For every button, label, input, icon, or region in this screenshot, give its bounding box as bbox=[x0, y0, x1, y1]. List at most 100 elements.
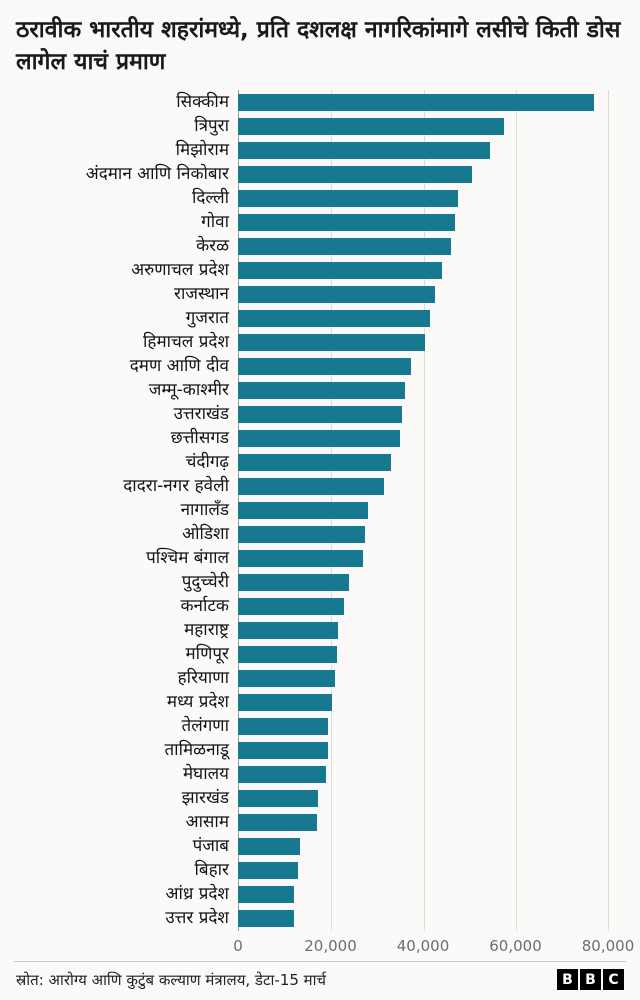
bar-label: आसाम bbox=[185, 812, 229, 833]
bar bbox=[238, 718, 329, 736]
bar-track bbox=[238, 814, 608, 832]
bar bbox=[238, 189, 458, 207]
gridline bbox=[423, 90, 425, 931]
bar-row: मिझोराम bbox=[14, 138, 626, 162]
bar bbox=[238, 526, 366, 544]
bar bbox=[238, 406, 403, 424]
bar-row: छत्तीसगड bbox=[14, 427, 626, 451]
bar-row: राजस्थान bbox=[14, 283, 626, 307]
bar-track bbox=[238, 189, 608, 207]
bar-track bbox=[238, 742, 608, 760]
bar-track bbox=[238, 790, 608, 808]
bbc-logo: B B C bbox=[557, 969, 624, 990]
chart-title: ठरावीक भारतीय शहरांमध्ये, प्रति दशलक्ष न… bbox=[16, 17, 621, 76]
bar bbox=[238, 766, 326, 784]
x-axis-ticks: 0 20,000 40,000 60,000 80,000 bbox=[233, 931, 634, 957]
bar-track bbox=[238, 622, 608, 640]
bar-row: हरियाणा bbox=[14, 667, 626, 691]
bar-track bbox=[238, 550, 608, 568]
bar bbox=[238, 117, 504, 135]
bar-row: उत्तराखंड bbox=[14, 403, 626, 427]
bar-label: हिमाचल प्रदेश bbox=[143, 332, 229, 353]
bar-row: गुजरात bbox=[14, 307, 626, 331]
plot-area: सिक्कीम त्रिपुरा मिझोराम अंदमान आणि निकोबार… bbox=[14, 90, 626, 931]
bar bbox=[238, 694, 332, 712]
bar-track bbox=[238, 574, 608, 592]
bar-row: पंजाब bbox=[14, 835, 626, 859]
bar-label: उत्तराखंड bbox=[173, 404, 229, 425]
bar-row: कर्नाटक bbox=[14, 595, 626, 619]
bar-track bbox=[238, 213, 608, 231]
bar bbox=[238, 838, 301, 856]
bbc-logo-letter: B bbox=[557, 969, 578, 990]
bar-track bbox=[238, 646, 608, 664]
bar-track bbox=[238, 526, 608, 544]
bar bbox=[238, 742, 328, 760]
x-tick-label: 20,000 bbox=[304, 937, 357, 955]
bar-row: झारखंड bbox=[14, 787, 626, 811]
gridline bbox=[515, 90, 517, 931]
bar-track bbox=[238, 838, 608, 856]
bar-track bbox=[238, 478, 608, 496]
bar-track bbox=[238, 310, 608, 328]
bar-track bbox=[238, 358, 608, 376]
bar-track bbox=[238, 261, 608, 279]
bbc-logo-letter: C bbox=[603, 969, 624, 990]
bar bbox=[238, 310, 430, 328]
bar bbox=[238, 598, 345, 616]
bar-label: त्रिपुरा bbox=[194, 115, 229, 136]
bar-label: जम्मू-काश्मीर bbox=[148, 380, 229, 401]
bar-row: आसाम bbox=[14, 811, 626, 835]
bar bbox=[238, 886, 295, 904]
bar-row: मध्य प्रदेश bbox=[14, 691, 626, 715]
bar bbox=[238, 622, 339, 640]
bar-label: मिझोराम bbox=[175, 139, 229, 160]
bar bbox=[238, 141, 491, 159]
bar bbox=[238, 454, 391, 472]
gridline bbox=[608, 90, 609, 931]
bar-label: महाराष्ट्र bbox=[184, 620, 229, 641]
x-tick-label: 0 bbox=[233, 937, 243, 955]
bar bbox=[238, 334, 426, 352]
bar-row: पश्चिम बंगाल bbox=[14, 547, 626, 571]
bar bbox=[238, 550, 363, 568]
bar bbox=[238, 790, 318, 808]
bar bbox=[238, 382, 405, 400]
bar-track bbox=[238, 165, 608, 183]
footer: स्रोत: आरोग्य आणि कुटुंब कल्याण मंत्रालय… bbox=[14, 961, 626, 1000]
bar-track bbox=[238, 766, 608, 784]
bar-label: ओडिशा bbox=[182, 524, 229, 545]
bar-label: गोवा bbox=[201, 211, 229, 232]
bar-track bbox=[238, 141, 608, 159]
bar bbox=[238, 910, 294, 928]
bar-row: गोवा bbox=[14, 210, 626, 234]
bar-label: नागालँड bbox=[180, 500, 229, 521]
bar-label: दिल्ली bbox=[191, 187, 229, 208]
bar-row: त्रिपुरा bbox=[14, 114, 626, 138]
bar-track bbox=[238, 598, 608, 616]
bar-row: नागालँड bbox=[14, 499, 626, 523]
bar-track bbox=[238, 670, 608, 688]
bar-label: सिक्कीम bbox=[176, 91, 229, 112]
bar-row: महाराष्ट्र bbox=[14, 619, 626, 643]
bar-row: अंदमान आणि निकोबार bbox=[14, 162, 626, 186]
bar-track bbox=[238, 117, 608, 135]
bar-label: गुजरात bbox=[185, 308, 229, 329]
bar bbox=[238, 237, 451, 255]
bar bbox=[238, 646, 337, 664]
bar-chart: सिक्कीम त्रिपुरा मिझोराम अंदमान आणि निकोबार… bbox=[14, 84, 634, 957]
bar-label: केरळ bbox=[196, 235, 229, 256]
bar-label: पश्चिम बंगाल bbox=[146, 548, 229, 569]
x-tick-label: 80,000 bbox=[581, 937, 635, 955]
bar-row: मणिपूर bbox=[14, 643, 626, 667]
bar-label: मध्य प्रदेश bbox=[166, 692, 229, 713]
bar-label: तेलंगणा bbox=[181, 716, 229, 737]
bar-track bbox=[238, 886, 608, 904]
x-axis: 0 20,000 40,000 60,000 80,000 bbox=[14, 931, 634, 957]
bar-row: सिक्कीम bbox=[14, 90, 626, 114]
bar-row: केरळ bbox=[14, 234, 626, 258]
bar-label: अरुणाचल प्रदेश bbox=[131, 259, 229, 280]
bar-track bbox=[238, 718, 608, 736]
bar-label: आंध्र प्रदेश bbox=[165, 884, 230, 905]
